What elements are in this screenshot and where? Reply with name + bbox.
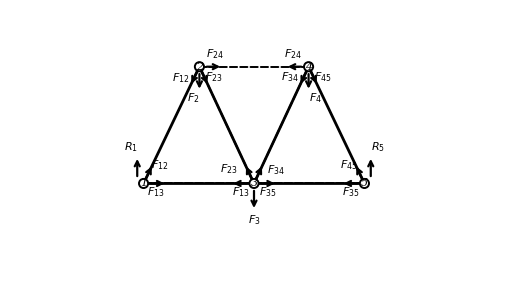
Text: $\mathit{F}_{3}$: $\mathit{F}_{3}$: [248, 213, 260, 227]
Text: $\mathit{F}_{34}$: $\mathit{F}_{34}$: [267, 163, 284, 177]
Text: $\mathit{F}_{24}$: $\mathit{F}_{24}$: [206, 48, 224, 62]
Text: $\mathit{F}_{45}$: $\mathit{F}_{45}$: [314, 70, 331, 84]
Text: $\mathit{F}_{24}$: $\mathit{F}_{24}$: [284, 48, 302, 62]
Text: $\mathit{F}_{13}$: $\mathit{F}_{13}$: [147, 185, 165, 199]
Text: $\mathit{F}_{34}$: $\mathit{F}_{34}$: [280, 70, 299, 84]
Text: $\mathit{F}_{45}$: $\mathit{F}_{45}$: [340, 158, 358, 172]
Text: 2: 2: [196, 62, 203, 72]
Text: $\mathit{F}_{13}$: $\mathit{F}_{13}$: [232, 185, 249, 199]
Text: 3: 3: [250, 178, 258, 188]
Text: 4: 4: [305, 62, 312, 72]
Text: $\mathit{R}_{5}$: $\mathit{R}_{5}$: [371, 140, 385, 154]
Text: 1: 1: [140, 178, 147, 188]
Text: 5: 5: [361, 178, 368, 188]
Text: $\mathit{F}_{35}$: $\mathit{F}_{35}$: [259, 185, 276, 199]
Circle shape: [249, 179, 259, 188]
Text: $\mathit{F}_{35}$: $\mathit{F}_{35}$: [342, 185, 360, 199]
Text: $\mathit{R}_{1}$: $\mathit{R}_{1}$: [124, 140, 138, 154]
Circle shape: [304, 62, 313, 71]
Text: $\mathit{F}_{12}$: $\mathit{F}_{12}$: [150, 158, 168, 172]
Text: $\mathit{F}_{23}$: $\mathit{F}_{23}$: [220, 162, 237, 176]
Circle shape: [360, 179, 369, 188]
Circle shape: [139, 179, 148, 188]
Text: $\mathit{F}_{12}$: $\mathit{F}_{12}$: [172, 71, 189, 85]
Text: $\mathit{F}_{4}$: $\mathit{F}_{4}$: [309, 91, 322, 105]
Text: $\mathit{F}_{2}$: $\mathit{F}_{2}$: [187, 91, 199, 105]
Circle shape: [195, 62, 204, 71]
Text: $\mathit{F}_{23}$: $\mathit{F}_{23}$: [205, 70, 222, 84]
